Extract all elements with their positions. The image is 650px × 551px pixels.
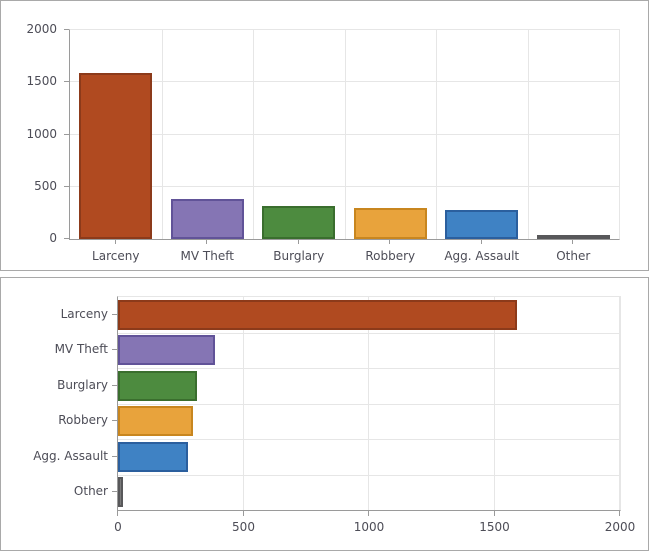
grid-line xyxy=(253,30,254,239)
x-tick-label: 1000 xyxy=(353,520,385,534)
category-tick xyxy=(112,491,117,493)
x-tick xyxy=(117,511,118,516)
category-label: Other xyxy=(556,249,591,263)
category-label: Robbery xyxy=(58,413,108,428)
bar-larceny xyxy=(79,72,153,239)
column-chart-panel: 0 500 1000 1500 2000 Larceny MV Theft Burglary R… xyxy=(0,0,649,271)
category-label: MV Theft xyxy=(180,249,234,263)
y-tick-label: 1000 xyxy=(26,126,57,141)
y-tick xyxy=(64,133,69,135)
category-tick xyxy=(389,240,391,244)
category-tick xyxy=(297,240,299,244)
x-tick xyxy=(493,511,495,516)
x-tick-label: 0 xyxy=(114,520,122,534)
category-tick xyxy=(572,240,574,244)
category-label: Other xyxy=(73,484,108,499)
category-label: Robbery xyxy=(365,249,416,263)
grid-line xyxy=(161,30,163,239)
category-label: Agg. Assault xyxy=(444,249,520,263)
category-tick xyxy=(112,384,117,386)
y-tick-label: 0 xyxy=(49,231,57,245)
grid-line xyxy=(118,403,620,405)
bar-other xyxy=(118,477,124,508)
y-tick xyxy=(64,238,69,239)
bar-agg-assault xyxy=(445,209,519,239)
category-tick xyxy=(112,455,117,457)
y-tick xyxy=(64,81,69,83)
bar-robbery xyxy=(118,406,194,437)
grid-line xyxy=(70,29,619,30)
grid-line xyxy=(436,30,437,239)
y-tick xyxy=(64,29,69,30)
y-tick xyxy=(64,185,69,187)
x-tick-label: 500 xyxy=(232,520,255,534)
bar-mv-theft xyxy=(118,335,215,366)
bar-burglary xyxy=(118,370,198,401)
category-label: Burglary xyxy=(57,377,108,392)
bar-robbery xyxy=(353,207,427,239)
category-tick xyxy=(114,240,116,244)
grid-line xyxy=(118,332,620,334)
category-tick xyxy=(112,420,117,422)
bar-larceny xyxy=(118,299,518,330)
category-tick xyxy=(112,349,117,351)
category-label: Larceny xyxy=(92,249,140,263)
x-tick xyxy=(368,511,369,516)
category-label: Burglary xyxy=(273,249,325,263)
x-tick xyxy=(619,511,620,516)
category-tick xyxy=(112,313,117,315)
bar-agg-assault xyxy=(118,441,189,472)
grid-line xyxy=(344,30,346,239)
plot-area xyxy=(117,296,621,511)
category-tick xyxy=(480,240,482,244)
bar-burglary xyxy=(262,206,336,239)
grid-line xyxy=(118,474,620,476)
x-tick-label: 2000 xyxy=(604,520,636,534)
x-tick xyxy=(242,511,244,516)
y-tick-label: 500 xyxy=(34,178,57,193)
category-label: Agg. Assault xyxy=(33,448,108,463)
plot-area xyxy=(69,29,620,240)
x-tick-label: 1500 xyxy=(479,520,510,534)
category-label: MV Theft xyxy=(54,342,108,357)
y-tick-label: 1500 xyxy=(26,74,57,89)
bar-mv-theft xyxy=(170,198,244,239)
grid-line xyxy=(118,439,620,440)
category-tick xyxy=(206,240,208,244)
grid-line xyxy=(527,30,529,239)
bar-other xyxy=(536,235,610,239)
category-label: Larceny xyxy=(60,306,108,321)
grid-line xyxy=(118,368,620,369)
bar-chart-panel: 0 500 1000 1500 2000 Larceny MV Theft Burglary R… xyxy=(0,277,649,551)
y-tick-label: 2000 xyxy=(26,22,57,36)
